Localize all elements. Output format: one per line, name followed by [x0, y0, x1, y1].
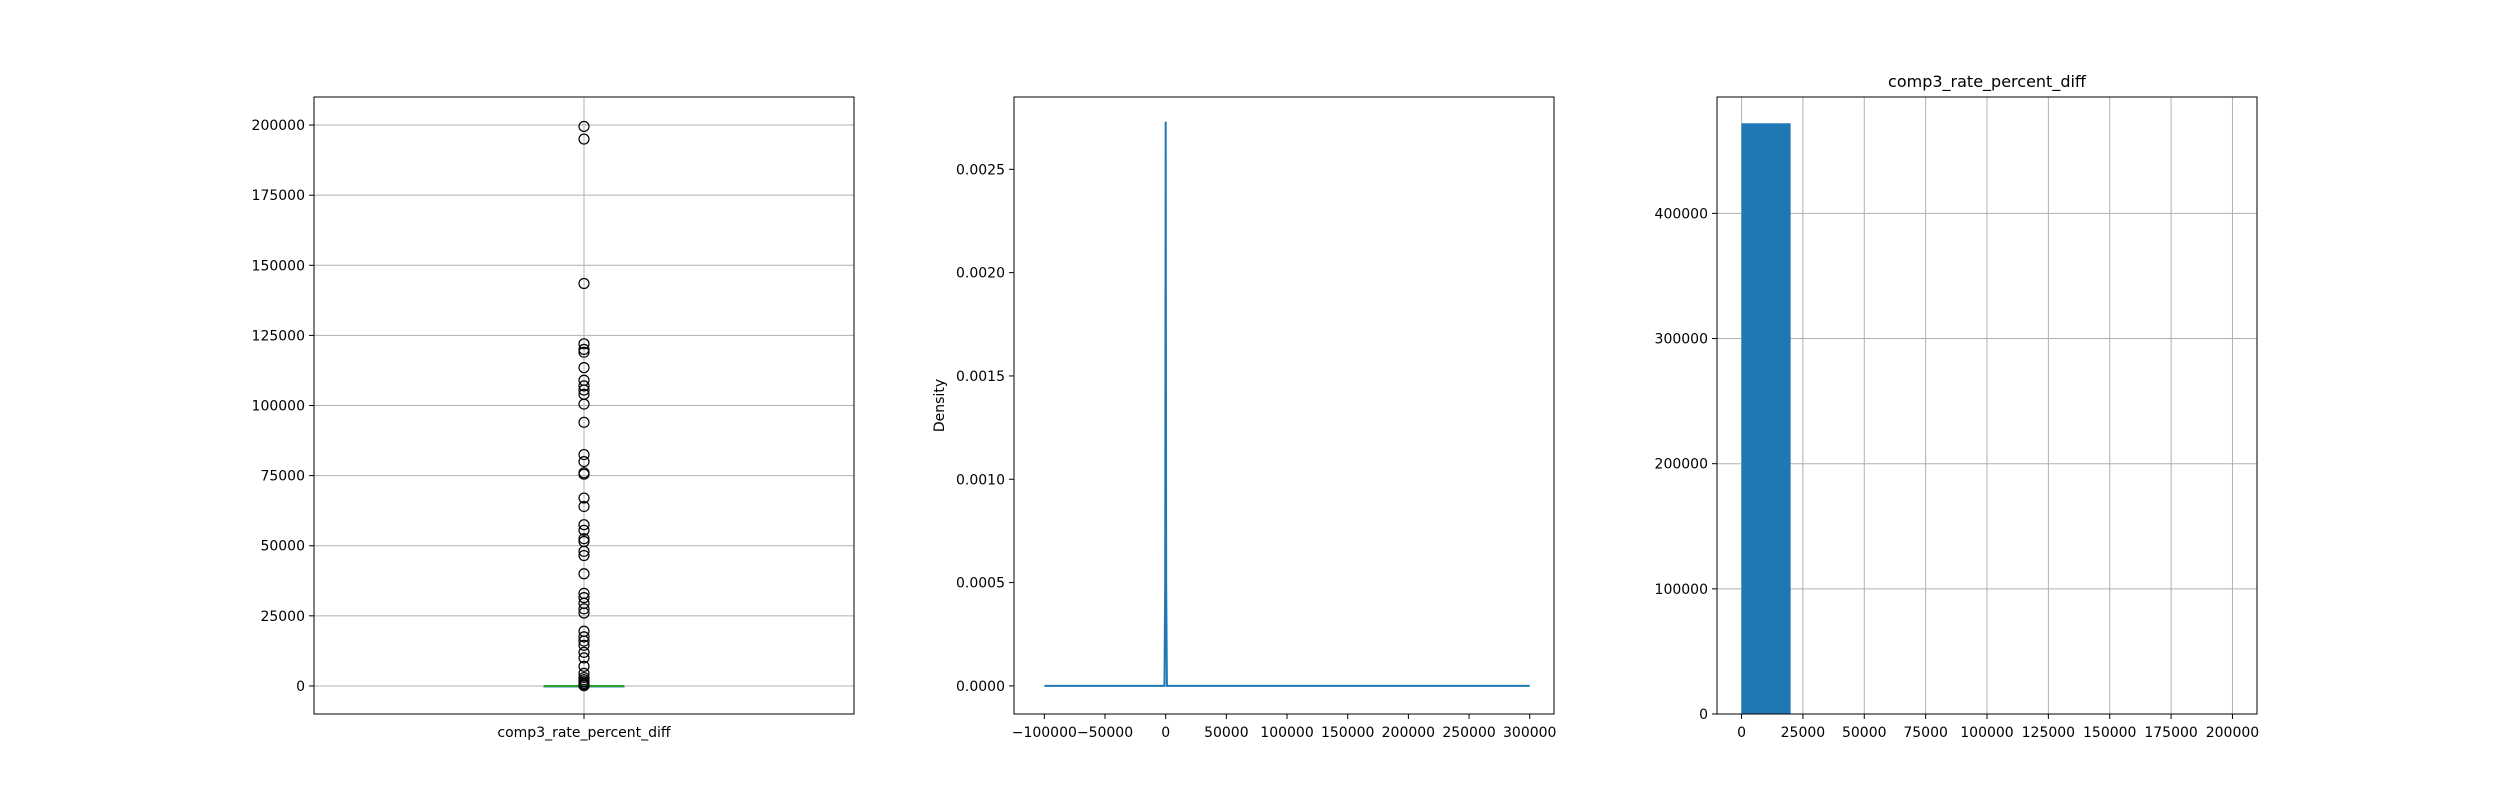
outlier-point: [578, 549, 590, 562]
outlier-point: [578, 652, 590, 664]
x-tick-label: 250000: [1442, 725, 1495, 741]
x-tick-label: 100000: [1960, 725, 2013, 741]
outlier-point: [578, 492, 590, 504]
chart-title: comp3_rate_percent_diff: [1888, 72, 2087, 92]
x-tick-label: 125000: [2022, 725, 2075, 741]
x-tick-label: 175000: [2144, 725, 2197, 741]
outlier-point: [578, 635, 590, 647]
x-axis-label: comp3_rate_percent_diff: [497, 725, 671, 741]
y-tick-label: 0.0010: [956, 472, 1005, 488]
axes-frame: [1013, 96, 1555, 715]
y-tick-label: 50000: [260, 539, 305, 555]
axes-frame: [313, 96, 855, 715]
outlier-point: [578, 346, 590, 358]
y-tick-label: 0.0020: [956, 266, 1005, 282]
outlier-point: [578, 524, 590, 536]
x-tick-label: 150000: [2083, 725, 2136, 741]
outlier-point: [578, 607, 590, 619]
outlier-point: [578, 646, 590, 658]
x-tick-label: −50000: [1077, 725, 1133, 741]
outlier-point: [578, 343, 590, 356]
y-tick-label: 100000: [252, 399, 305, 415]
y-tick-label: 200000: [1655, 457, 1708, 473]
outlier-point: [578, 639, 590, 651]
outlier-point: [578, 519, 590, 531]
y-tick-label: 0.0000: [956, 679, 1005, 695]
outlier-point: [578, 455, 590, 468]
outlier-point: [578, 384, 590, 396]
outlier-point: [578, 120, 590, 133]
x-tick-label: 100000: [1260, 725, 1313, 741]
boxplot-panel: 0 25000 50000 75000 100000 125000 150000 175000…: [252, 96, 855, 741]
outlier-point: [578, 592, 590, 604]
x-tick-label: 150000: [1321, 725, 1374, 741]
histogram-panel: 0 25000 50000 75000 100000 125000 150000 175000…: [1655, 72, 2260, 741]
x-tick-label: −100000: [1012, 725, 1077, 741]
x-tick-label: 75000: [1903, 725, 1948, 741]
y-tick-label: 400000: [1655, 206, 1708, 222]
x-tick-label: 0: [1161, 725, 1170, 741]
x-tick-label: 0: [1737, 725, 1746, 741]
outlier-point: [578, 631, 590, 643]
x-tick-label: 200000: [1382, 725, 1435, 741]
outlier-point: [578, 680, 590, 692]
outlier-point: [578, 603, 590, 615]
outlier-point: [578, 338, 590, 350]
outlier-point: [578, 533, 590, 545]
y-tick-label: 200000: [252, 118, 305, 134]
outlier-point: [578, 500, 590, 513]
y-tick-label: 125000: [252, 328, 305, 344]
outlier-point: [578, 133, 590, 145]
x-tick-label: 50000: [1204, 725, 1249, 741]
y-tick-label: 25000: [260, 609, 305, 625]
outlier-point: [578, 398, 590, 410]
outlier-point: [578, 416, 590, 428]
y-tick-label: 0.0025: [956, 162, 1005, 178]
outlier-point: [578, 468, 590, 480]
y-tick-label: 0: [296, 679, 305, 695]
outlier-point: [578, 660, 590, 672]
outlier-point: [578, 362, 590, 374]
histogram-bar: [1741, 123, 1791, 715]
x-tick-label: 300000: [1503, 725, 1556, 741]
x-tick-label: 25000: [1781, 725, 1826, 741]
outlier-point: [578, 568, 590, 580]
x-tick-label: 200000: [2206, 725, 2259, 741]
y-tick-label: 75000: [260, 469, 305, 485]
y-tick-label: 0: [1699, 707, 1708, 723]
outlier-point: [578, 380, 590, 392]
y-tick-label: 150000: [252, 258, 305, 274]
density-panel: 0.0000 0.0005 0.0010 0.0015 0.0020 0.0025 −100…: [932, 96, 1556, 741]
outlier-point: [578, 545, 590, 557]
y-tick-label: 0.0005: [956, 576, 1005, 592]
y-tick-label: 0.0015: [956, 369, 1005, 385]
density-line: [1044, 121, 1530, 687]
y-tick-label: 175000: [252, 188, 305, 204]
axes-frame: [1716, 96, 2258, 715]
outlier-point: [578, 448, 590, 461]
outlier-point: [578, 277, 590, 290]
y-tick-label: 300000: [1655, 332, 1708, 348]
x-tick-label: 50000: [1842, 725, 1887, 741]
y-axis-label: Density: [932, 379, 948, 432]
y-tick-label: 100000: [1655, 582, 1708, 598]
